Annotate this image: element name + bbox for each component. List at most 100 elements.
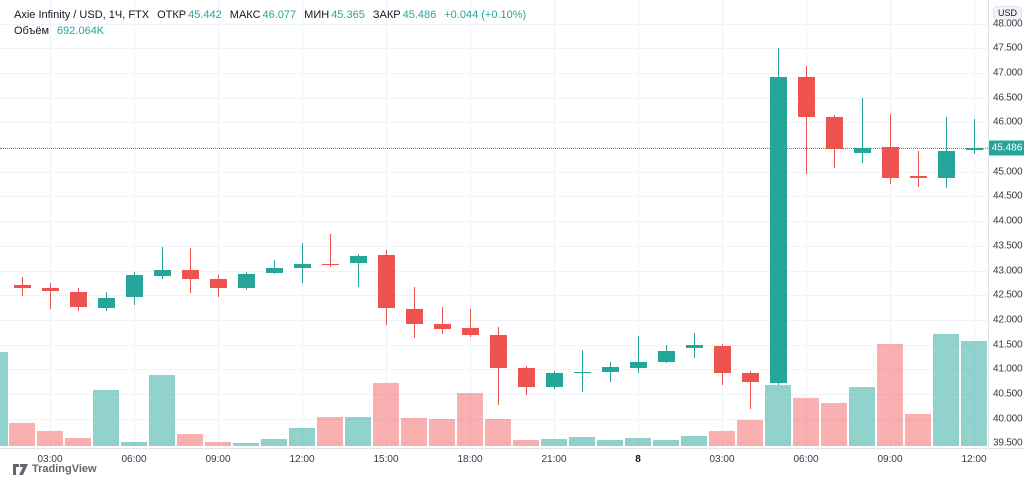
ohlc-open: ОТКР 45.442 [157, 7, 222, 23]
candle[interactable] [770, 76, 787, 383]
candle-wick [918, 150, 919, 188]
gridline-h [0, 147, 988, 148]
volume-bar [345, 417, 371, 446]
candle[interactable] [350, 255, 367, 263]
candle[interactable] [98, 297, 115, 308]
candle[interactable] [210, 279, 227, 288]
symbol-title[interactable]: Axie Infinity / USD, 1Ч, FTX [14, 9, 150, 21]
candle[interactable] [686, 344, 703, 348]
time-tick-label: 09:00 [205, 454, 231, 465]
candle[interactable] [630, 361, 647, 368]
gridline-v [974, 0, 975, 448]
candle[interactable] [294, 263, 311, 268]
gridline-h [0, 122, 988, 124]
candle[interactable] [406, 308, 423, 324]
candle-wick [610, 361, 611, 382]
candle[interactable] [798, 76, 815, 118]
candle[interactable] [826, 117, 843, 150]
candle[interactable] [742, 372, 759, 382]
volume-bar [373, 383, 399, 446]
candle-wick [750, 370, 751, 409]
time-tick-label: 06:00 [793, 454, 819, 465]
volume-bar [849, 387, 875, 446]
candle-wick [330, 234, 331, 268]
candle-wick [302, 243, 303, 284]
volume-bar [93, 390, 119, 446]
candle-wick [50, 283, 51, 310]
gridline-h [0, 23, 988, 25]
candle[interactable] [490, 334, 507, 368]
volume-bar [261, 439, 287, 446]
volume-bar [65, 438, 91, 446]
volume-bar [149, 375, 175, 446]
volume-bar [429, 419, 455, 446]
candle[interactable] [70, 291, 87, 308]
price-tick-label: 39.500 [993, 437, 1023, 449]
open-label: ОТКР [157, 9, 187, 21]
volume-label[interactable]: Объём [14, 25, 50, 37]
candle[interactable] [126, 274, 143, 297]
volume-bar [793, 398, 819, 446]
candle[interactable] [602, 366, 619, 372]
volume-bar [821, 402, 847, 446]
chart-legend: Axie Infinity / USD, 1Ч, FTX ОТКР 45.442… [14, 7, 526, 39]
candle[interactable] [966, 147, 983, 150]
candle[interactable] [882, 146, 899, 178]
volume-bar [765, 385, 791, 446]
gridline-h [0, 48, 988, 50]
candle[interactable] [574, 371, 591, 374]
tradingview-logo[interactable]: TradingView [13, 463, 97, 475]
volume-bar [37, 431, 63, 446]
open-value: 45.442 [188, 9, 222, 21]
gridline-v [218, 0, 219, 448]
candle[interactable] [518, 367, 535, 387]
gridline-h [0, 72, 988, 74]
volume-bar [121, 442, 147, 446]
time-tick-label: 18:00 [457, 454, 483, 465]
gridline-v [554, 0, 555, 448]
candle[interactable] [14, 284, 31, 288]
volume-bar [709, 430, 735, 446]
currency-badge: USD [993, 6, 1023, 20]
price-tick-label: 47.500 [993, 42, 1023, 54]
volume-bar [513, 439, 539, 446]
time-tick-label: 8 [635, 454, 641, 465]
price-tick-label: 42.500 [993, 289, 1023, 301]
close-label: ЗАКР [372, 9, 401, 21]
candle[interactable] [154, 269, 171, 277]
candle-wick [358, 253, 359, 287]
time-tick-label: 03:00 [37, 454, 63, 465]
volume-bar-clipped [0, 351, 8, 446]
low-value: 45.365 [331, 9, 365, 21]
candle[interactable] [910, 175, 927, 178]
candle-wick [638, 335, 639, 373]
chart-pane[interactable]: Axie Infinity / USD, 1Ч, FTX ОТКР 45.442… [0, 0, 988, 448]
candle[interactable] [462, 327, 479, 335]
gridline-h [0, 319, 988, 321]
candle[interactable] [378, 254, 395, 308]
candle[interactable] [266, 267, 283, 274]
volume-bar [457, 392, 483, 446]
time-axis[interactable]: 03:00 06:00 09:00 12:00 15:00 18:00 21:00 8 03:0… [0, 448, 1024, 481]
price-axis[interactable]: USD 48.000 47.500 47.000 46.500 46.000 45.000… [988, 0, 1024, 449]
candle[interactable] [938, 151, 955, 178]
ohlc-close: ЗАКР 45.486 [373, 7, 436, 23]
volume-bar [541, 439, 567, 446]
volume-bar [569, 437, 595, 446]
candle[interactable] [42, 287, 59, 291]
candle[interactable] [546, 372, 563, 387]
candle[interactable] [658, 350, 675, 362]
time-tick-label: 12:00 [961, 454, 987, 465]
candle[interactable] [434, 323, 451, 329]
candle-wick [470, 308, 471, 337]
gridline-h [0, 196, 988, 198]
candle[interactable] [322, 263, 339, 266]
gridline-h [0, 418, 988, 420]
candle[interactable] [714, 345, 731, 373]
candle[interactable] [182, 269, 199, 280]
candle[interactable] [854, 148, 871, 153]
change-value: +0.044 (+0.10%) [444, 9, 527, 21]
volume-bar [961, 341, 987, 446]
candle[interactable] [238, 273, 255, 288]
